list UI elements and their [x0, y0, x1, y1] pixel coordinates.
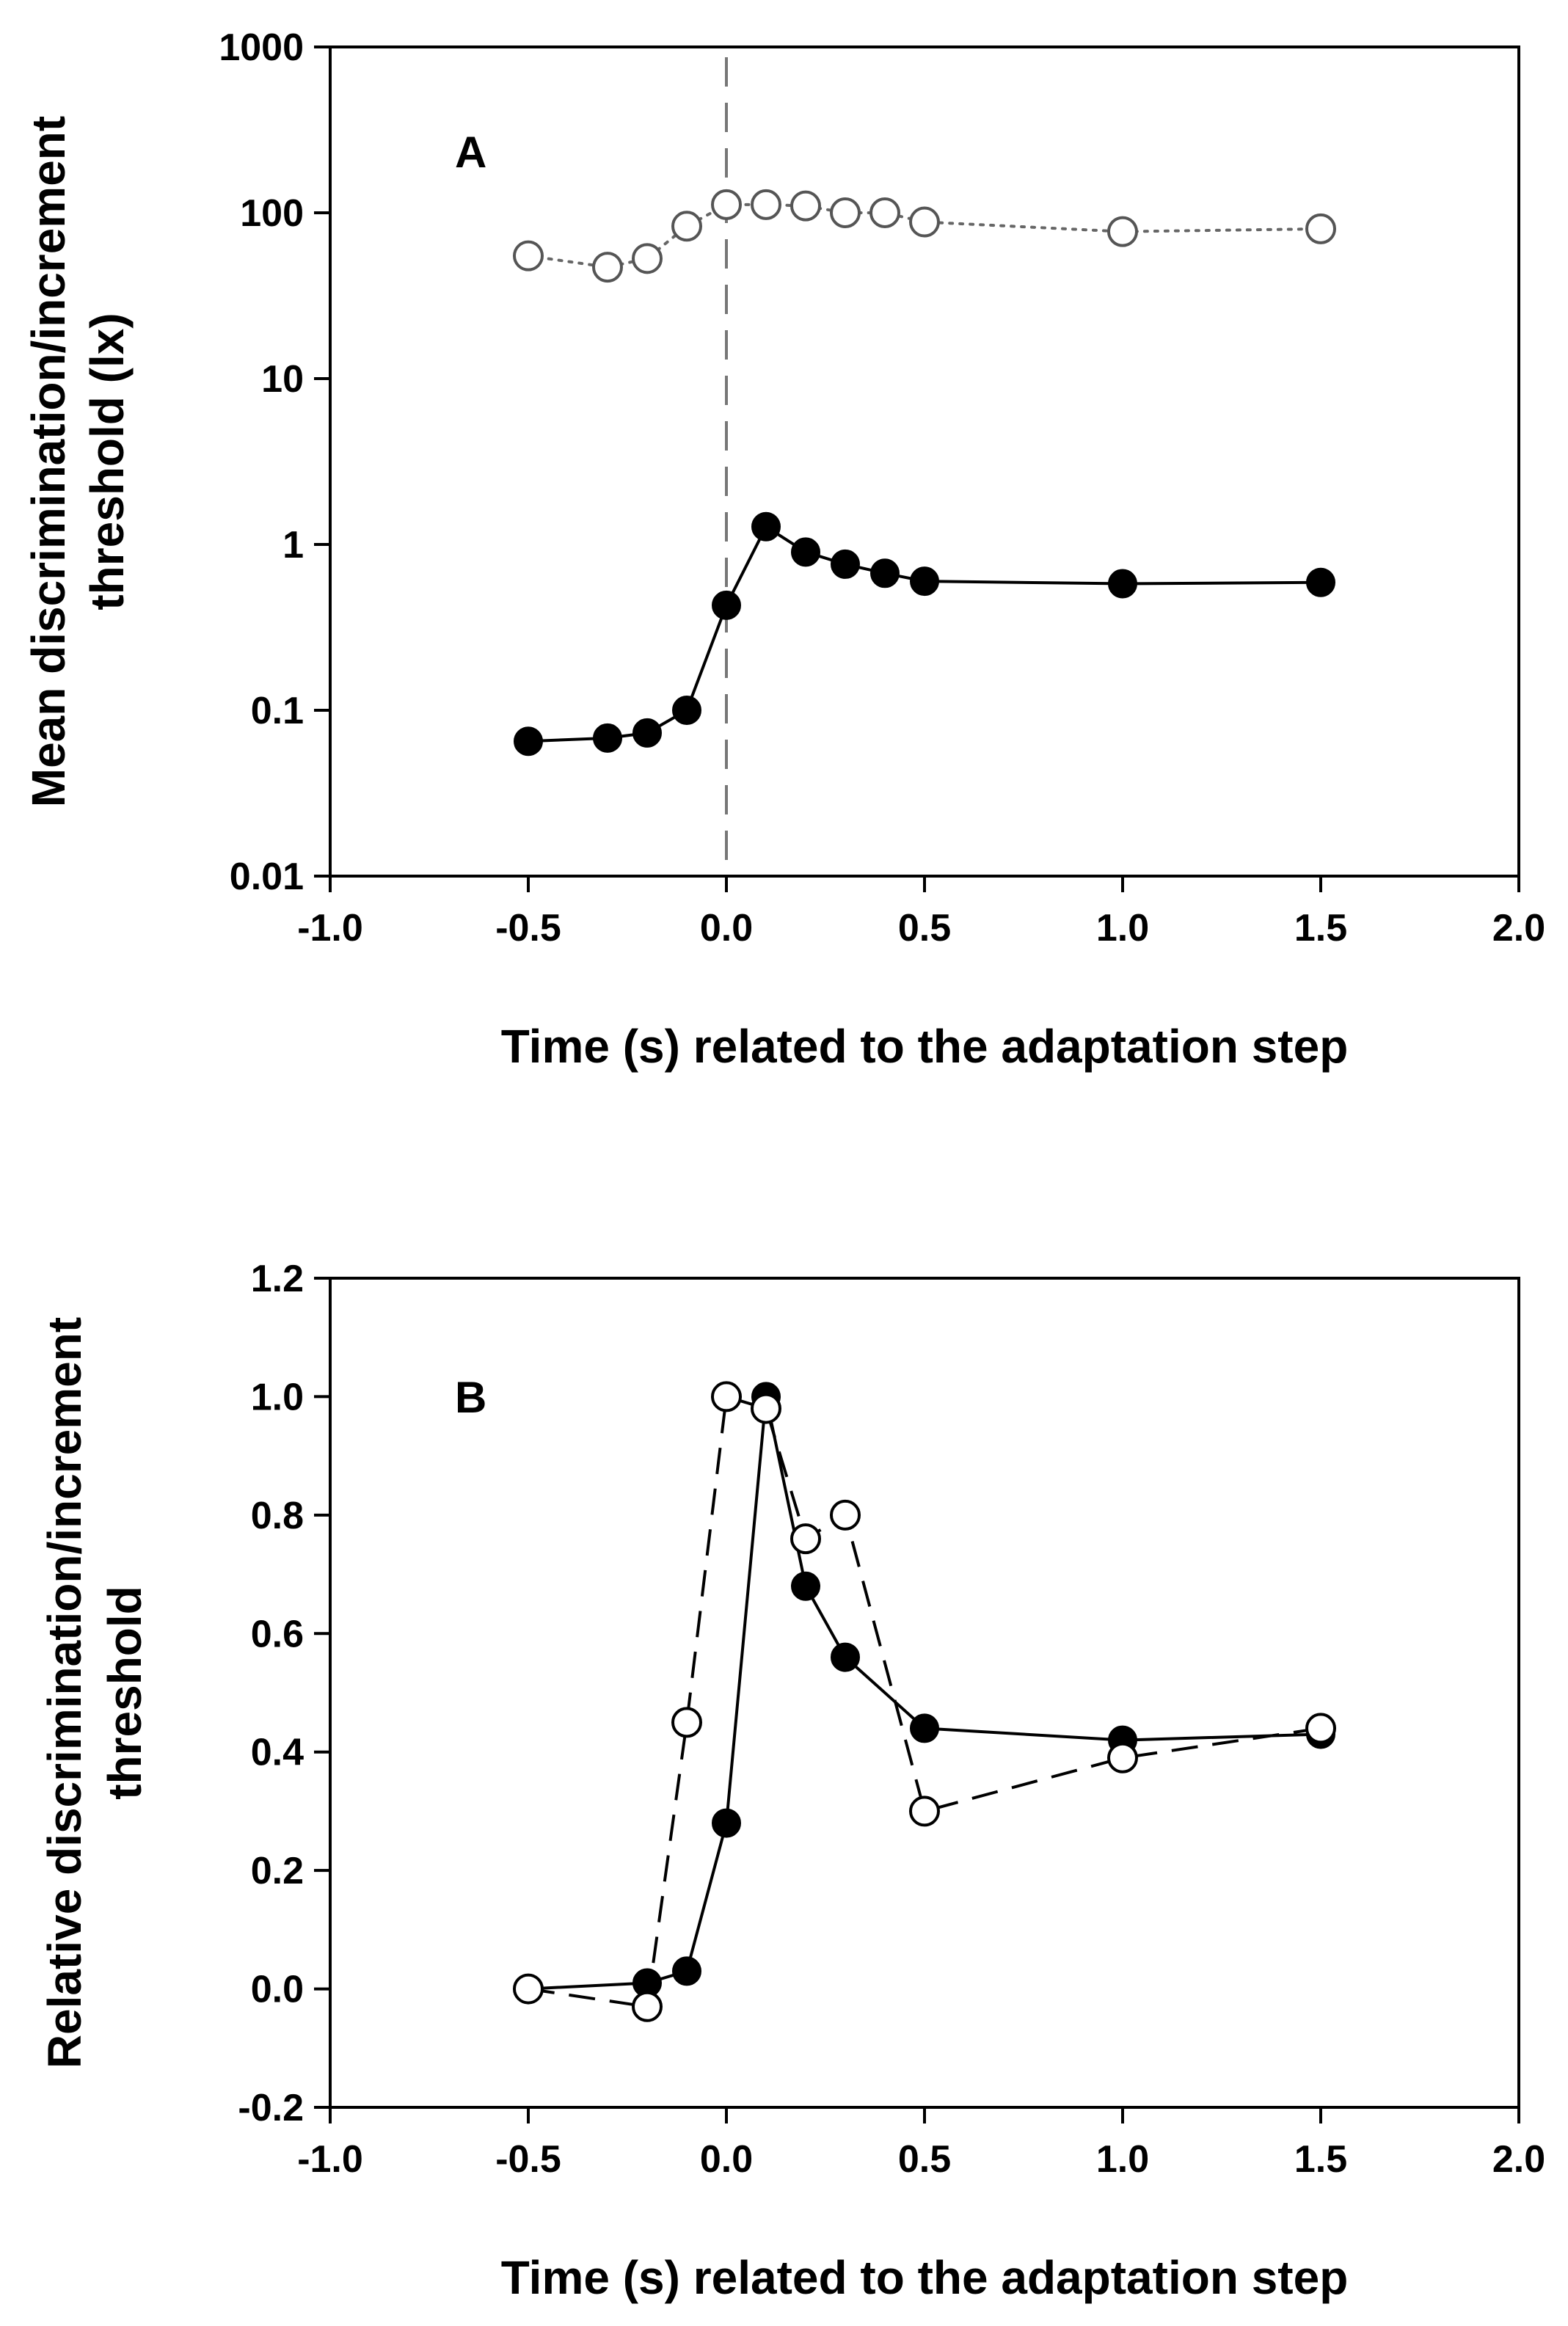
- panel-b-y-axis-title-line-1: Relative discrimination/increment: [38, 1317, 91, 2068]
- panel-b-x-tick-labels: -1.0 -0.5 0.0 0.5 1.0 1.5 2.0: [297, 2138, 1545, 2181]
- panel-b-label: B: [455, 1373, 486, 1422]
- panel-a-x-tick-label: -1.0: [297, 907, 363, 949]
- panel-a-series-1-point: [592, 252, 623, 283]
- panel-b-series: [513, 1381, 1336, 2022]
- panel-a-y-tick-label: 1000: [219, 26, 304, 69]
- panel-a-series-2-point: [593, 723, 622, 753]
- panel-b-chart: -0.2 0.0 0.2 0.4 0.6 0.8 1.0 1.2 -1.0 -0.5 0.0 0.5…: [38, 1258, 1545, 2304]
- panel-a-x-tick-label: 0.5: [898, 907, 951, 949]
- panel-a-x-tick-label: 1.5: [1294, 907, 1347, 949]
- panel-a-x-tick-label: 0.0: [700, 907, 753, 949]
- panel-a-series-1-point: [513, 240, 544, 271]
- panel-b-series-2-point: [671, 1707, 702, 1738]
- panel-a-series-1-point: [869, 197, 900, 228]
- panel-b-y-tick-label: 0.6: [251, 1613, 304, 1655]
- panel-a-y-axis-title-line-1: Mean discrimination/increment: [22, 116, 75, 807]
- panel-a-plot-frame: [329, 45, 1520, 878]
- panel-a-label: A: [455, 128, 486, 177]
- panel-b-series-2-point: [830, 1499, 861, 1531]
- panel-b-series-2-point: [711, 1381, 742, 1412]
- panel-b-series-2-point: [1305, 1713, 1336, 1744]
- panel-b-series-1-point: [791, 1571, 820, 1601]
- panel-a-chart: 0.01 0.1 1 10 100 1000 -1.0 -0.5 0.0 0.5 1.0 1.5 2.…: [22, 26, 1545, 1073]
- panel-a-x-tick-label: 1.0: [1096, 907, 1149, 949]
- panel-b-x-tick-label: 0.0: [700, 2138, 753, 2181]
- panel-a-series: [513, 189, 1336, 757]
- panel-a-series-1-point: [751, 189, 781, 220]
- panel-b-series-2-point: [909, 1795, 940, 1827]
- panel-b-series-2-point: [1107, 1742, 1138, 1773]
- panel-b-series-2-point: [632, 1991, 663, 2022]
- panel-b-y-axis-title: Relative discrimination/increment thresh…: [38, 1317, 151, 2068]
- panel-a-series-2-point: [1108, 569, 1137, 599]
- panel-b-axis-ticks: [314, 1277, 1520, 2123]
- panel-a-series-2-point: [751, 511, 781, 542]
- panel-b-x-tick-label: -1.0: [297, 2138, 363, 2181]
- panel-b-series-1-point: [831, 1642, 860, 1672]
- panel-b-y-tick-label: -0.2: [238, 2087, 304, 2129]
- panel-a-y-axis-title-line-2: threshold (lx): [81, 313, 134, 610]
- panel-a-series-2-point: [632, 718, 662, 748]
- panel-a-series-1-point: [790, 190, 821, 222]
- panel-a-y-tick-label: 0.1: [251, 690, 304, 732]
- panel-b-y-tick-label: 0.4: [251, 1732, 304, 1774]
- panel-a-series-2-point: [870, 558, 900, 588]
- panel-a-y-tick-label: 10: [261, 358, 304, 401]
- panel-a-series-2-point: [1306, 567, 1335, 597]
- panel-b-x-tick-label: 0.5: [898, 2138, 951, 2181]
- panel-b-series-1-line: [528, 1396, 1321, 1991]
- panel-b-y-tick-label: 1.2: [251, 1258, 304, 1300]
- panel-b-x-tick-label: -0.5: [495, 2138, 561, 2181]
- panel-b-series-2-point: [513, 1973, 544, 2005]
- panel-a-y-tick-label: 1: [282, 524, 304, 566]
- panel-b-y-tick-label: 0.8: [251, 1495, 304, 1537]
- panel-a-series-1-point: [830, 197, 861, 228]
- panel-a-series-2-point: [910, 566, 939, 597]
- panel-a-series-2-point: [831, 549, 860, 579]
- panel-b-plot-frame: [329, 1277, 1520, 2109]
- panel-a-series-2-point: [514, 726, 543, 757]
- panel-a-y-axis-title: Mean discrimination/increment threshold …: [22, 116, 134, 807]
- panel-a-series-1-point: [671, 211, 702, 242]
- panel-a-y-tick-label: 0.01: [230, 856, 304, 898]
- panel-b-x-tick-label: 1.0: [1096, 2138, 1149, 2181]
- panel-a-series-1-point: [1305, 213, 1336, 244]
- panel-b-x-axis-title: Time (s) related to the adaptation step: [501, 2251, 1349, 2304]
- panel-a-y-tick-labels: 0.01 0.1 1 10 100 1000: [219, 26, 304, 898]
- panel-a-series-1-point: [711, 189, 742, 220]
- panel-b-y-tick-label: 0.2: [251, 1850, 304, 1892]
- panel-b-y-tick-labels: -0.2 0.0 0.2 0.4 0.6 0.8 1.0 1.2: [238, 1258, 304, 2129]
- panel-a-series-2-line: [528, 524, 1321, 743]
- panel-b-x-tick-label: 1.5: [1294, 2138, 1347, 2181]
- panel-a-series-1-point: [909, 206, 940, 238]
- panel-b-y-axis-title-line-2: threshold: [98, 1586, 151, 1800]
- panel-b-series-2-point: [751, 1393, 781, 1424]
- panel-a-series-2-point: [672, 696, 701, 725]
- panel-a-x-tick-labels: -1.0 -0.5 0.0 0.5 1.0 1.5 2.0: [297, 907, 1545, 949]
- panel-b-series-1-point: [712, 1808, 741, 1838]
- panel-b-series-1-point: [672, 1956, 701, 1986]
- panel-a-series-1-point: [1107, 216, 1138, 247]
- panel-a-x-tick-label: -0.5: [495, 907, 561, 949]
- panel-a-axis-ticks: [314, 45, 1520, 892]
- panel-a-x-tick-label: 2.0: [1492, 907, 1545, 949]
- panel-a-series-1-point: [632, 243, 663, 274]
- panel-a-series-2-point: [712, 590, 741, 620]
- panel-a-series-2-point: [791, 537, 820, 567]
- panel-a-y-tick-label: 100: [240, 192, 304, 235]
- panel-a-x-axis-title: Time (s) related to the adaptation step: [501, 1020, 1349, 1073]
- panel-b-y-tick-label: 1.0: [251, 1376, 304, 1418]
- panel-b-series-1-point: [910, 1713, 939, 1743]
- panel-b-series-2-line: [528, 1394, 1321, 2009]
- panel-b-series-2-point: [790, 1523, 821, 1555]
- panel-b-x-tick-label: 2.0: [1492, 2138, 1545, 2181]
- panel-b-y-tick-label: 0.0: [251, 1969, 304, 2011]
